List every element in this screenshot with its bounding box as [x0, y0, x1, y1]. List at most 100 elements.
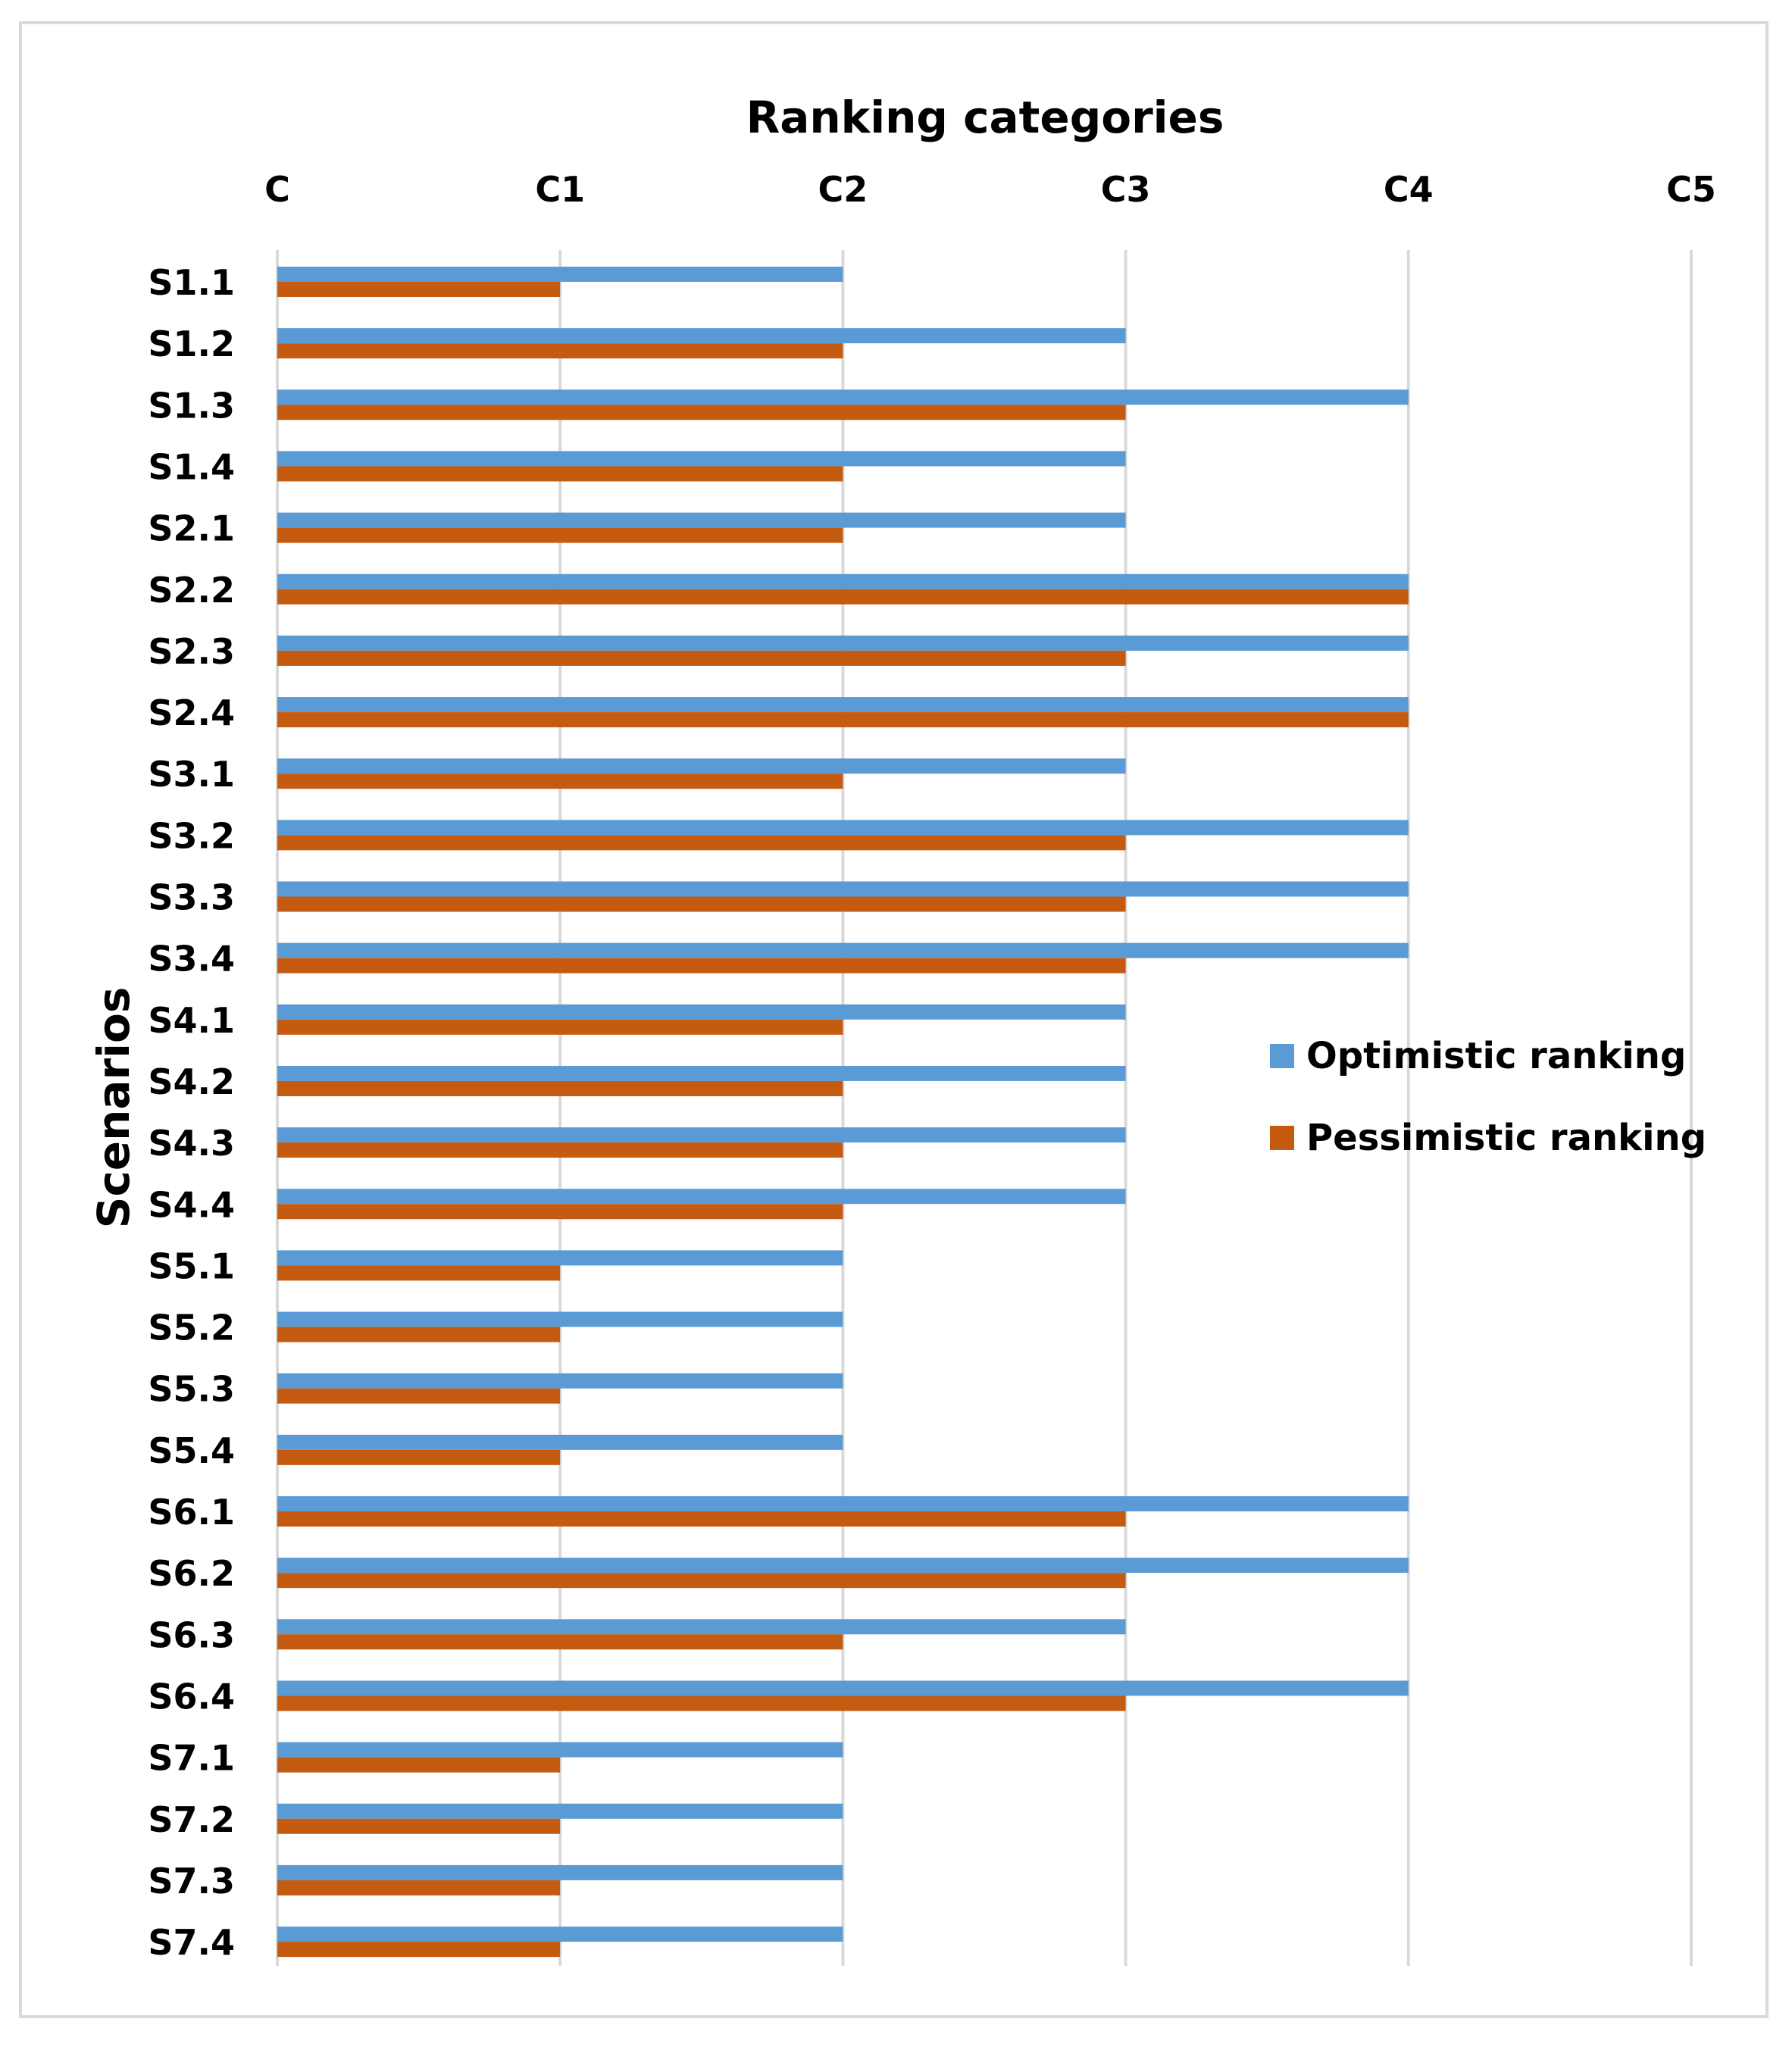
- y-tick-label-s4-4: S4.4: [148, 1184, 235, 1225]
- optimistic-bar-s5-2: [277, 1311, 843, 1327]
- optimistic-bar-s6-3: [277, 1619, 1126, 1635]
- pessimistic-bar-s5-2: [277, 1327, 561, 1342]
- optimistic-bar-s2-3: [277, 635, 1409, 651]
- tick-labels: C C1 C2 C3 C4 C5 S1.1 S1.2 S1.3 S1.4 S2.1 S2.2 S2.3 S…: [148, 169, 1716, 1963]
- pessimistic-bar-s7-4: [277, 1942, 561, 1958]
- optimistic-bar-s3-4: [277, 942, 1409, 958]
- y-tick-label-s2-2: S2.2: [148, 570, 235, 611]
- y-tick-label-s6-1: S6.1: [148, 1492, 235, 1533]
- x-tick-label-c4: C4: [1384, 169, 1434, 210]
- y-tick-label-s4-2: S4.2: [148, 1061, 235, 1102]
- pessimistic-bar-s2-2: [277, 589, 1409, 605]
- pessimistic-bar-s6-4: [277, 1695, 1126, 1711]
- pessimistic-bar-s3-2: [277, 835, 1126, 851]
- optimistic-bar-s4-3: [277, 1127, 1126, 1143]
- y-tick-label-s5-1: S5.1: [148, 1245, 235, 1286]
- optimistic-bar-s1-1: [277, 267, 843, 282]
- y-tick-label-s6-2: S6.2: [148, 1553, 235, 1594]
- y-tick-label-s5-4: S5.4: [148, 1430, 235, 1471]
- y-tick-label-s7-2: S7.2: [148, 1799, 235, 1840]
- pessimistic-bar-s4-4: [277, 1204, 843, 1220]
- optimistic-bar-s1-4: [277, 451, 1126, 467]
- legend-label-optimistic: Optimistic ranking: [1306, 1035, 1686, 1077]
- pessimistic-bar-s5-1: [277, 1265, 561, 1281]
- y-tick-label-s1-4: S1.4: [148, 446, 235, 487]
- pessimistic-bar-s2-3: [277, 650, 1126, 666]
- pessimistic-bar-s7-3: [277, 1880, 561, 1895]
- optimistic-bar-s2-4: [277, 697, 1409, 713]
- x-tick-label-c5: C5: [1666, 169, 1716, 210]
- y-tick-label-s4-3: S4.3: [148, 1123, 235, 1164]
- y-tick-label-s2-3: S2.3: [148, 631, 235, 672]
- x-tick-label-c3: C3: [1101, 169, 1151, 210]
- optimistic-bar-s4-4: [277, 1189, 1126, 1205]
- optimistic-bar-s2-1: [277, 512, 1126, 528]
- y-tick-label-s3-4: S3.4: [148, 939, 235, 980]
- y-tick-label-s7-3: S7.3: [148, 1861, 235, 1902]
- legend-swatch-optimistic: [1270, 1044, 1294, 1068]
- y-tick-label-s3-3: S3.3: [148, 877, 235, 918]
- y-tick-label-s3-2: S3.2: [148, 815, 235, 856]
- y-tick-label-s2-1: S2.1: [148, 508, 235, 549]
- optimistic-bar-s6-1: [277, 1496, 1409, 1511]
- pessimistic-bar-s4-3: [277, 1142, 843, 1158]
- pessimistic-bar-s6-1: [277, 1511, 1126, 1527]
- optimistic-bar-s5-1: [277, 1250, 843, 1266]
- optimistic-bar-s6-4: [277, 1680, 1409, 1696]
- x-tick-label-c2: C2: [818, 169, 868, 210]
- pessimistic-bar-s4-2: [277, 1080, 843, 1096]
- pessimistic-bar-s5-3: [277, 1388, 561, 1404]
- x-tick-label-c1: C1: [535, 169, 585, 210]
- legend-swatch-pessimistic: [1270, 1126, 1294, 1150]
- y-tick-label-s7-4: S7.4: [148, 1922, 235, 1963]
- y-tick-label-s5-2: S5.2: [148, 1308, 235, 1349]
- optimistic-bar-s7-2: [277, 1803, 843, 1819]
- y-tick-label-s1-1: S1.1: [148, 262, 235, 303]
- y-tick-label-s3-1: S3.1: [148, 754, 235, 795]
- pessimistic-bar-s2-4: [277, 712, 1409, 728]
- x-axis-title: Ranking categories: [746, 92, 1224, 143]
- optimistic-bar-s2-2: [277, 573, 1409, 589]
- optimistic-bar-s1-2: [277, 328, 1126, 344]
- y-tick-label-s1-2: S1.2: [148, 323, 235, 364]
- pessimistic-bar-s7-2: [277, 1818, 561, 1834]
- optimistic-bar-s5-3: [277, 1373, 843, 1389]
- x-tick-label-c: C: [264, 169, 290, 210]
- pessimistic-bar-s7-1: [277, 1757, 561, 1773]
- legend-label-pessimistic: Pessimistic ranking: [1306, 1117, 1706, 1159]
- y-tick-label-s6-4: S6.4: [148, 1676, 235, 1717]
- y-tick-label-s6-3: S6.3: [148, 1614, 235, 1655]
- pessimistic-bar-s1-3: [277, 405, 1126, 420]
- y-axis-title: Scenarios: [88, 987, 139, 1229]
- legend: Optimistic ranking Pessimistic ranking: [1270, 1035, 1706, 1159]
- optimistic-bar-s7-1: [277, 1742, 843, 1758]
- pessimistic-bar-s3-3: [277, 896, 1126, 912]
- y-tick-label-s5-3: S5.3: [148, 1369, 235, 1410]
- optimistic-bar-s7-3: [277, 1864, 843, 1880]
- optimistic-bar-s1-3: [277, 389, 1409, 405]
- optimistic-bar-s6-2: [277, 1558, 1409, 1574]
- pessimistic-bar-s1-2: [277, 343, 843, 359]
- optimistic-bar-s7-4: [277, 1927, 843, 1942]
- optimistic-bar-s3-2: [277, 820, 1409, 836]
- optimistic-bar-s3-1: [277, 758, 1126, 774]
- y-tick-label-s7-1: S7.1: [148, 1738, 235, 1779]
- y-tick-label-s2-4: S2.4: [148, 692, 235, 733]
- pessimistic-bar-s2-1: [277, 527, 843, 543]
- optimistic-bar-s3-3: [277, 881, 1409, 897]
- pessimistic-bar-s5-4: [277, 1449, 561, 1465]
- pessimistic-bar-s6-3: [277, 1634, 843, 1650]
- y-tick-label-s1-3: S1.3: [148, 385, 235, 426]
- pessimistic-bar-s3-4: [277, 958, 1126, 973]
- y-tick-label-s4-1: S4.1: [148, 1000, 235, 1041]
- pessimistic-bar-s4-1: [277, 1019, 843, 1035]
- bars: [277, 267, 1409, 1958]
- pessimistic-bar-s3-1: [277, 773, 843, 789]
- pessimistic-bar-s1-1: [277, 282, 561, 297]
- pessimistic-bar-s6-2: [277, 1573, 1126, 1589]
- optimistic-bar-s5-4: [277, 1434, 843, 1450]
- pessimistic-bar-s1-4: [277, 466, 843, 482]
- optimistic-bar-s4-2: [277, 1065, 1126, 1081]
